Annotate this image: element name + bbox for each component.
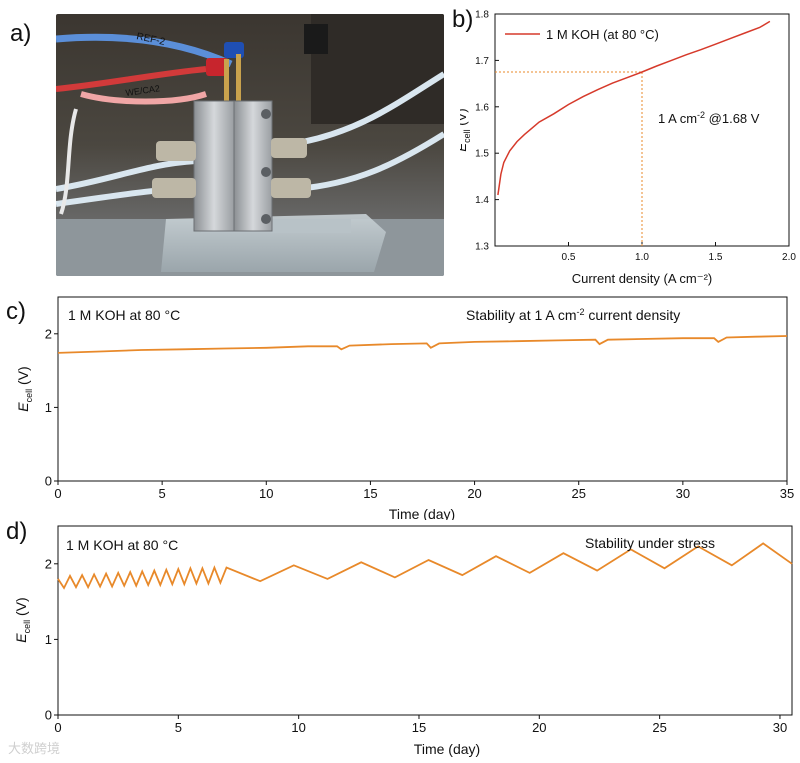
y-tick-label: 1.6 [475,102,489,113]
tube-right-1 [290,71,444,147]
bolt-middle [261,167,271,177]
x-tick-label: 1.5 [709,252,723,263]
y-tick-label: 2 [45,326,52,341]
red-clip [206,58,228,76]
chart-c-ylabel: Ecell (V) [15,366,34,411]
y-tick-label: 0 [45,474,52,489]
x-tick-label: 25 [652,720,666,735]
bolt-top [261,109,271,119]
panel-label-b: b) [452,6,474,33]
panel-label-a: a) [10,20,32,47]
chart-c-xticks: 0 5 10 15 20 25 30 35 [54,481,794,501]
x-tick-label: 10 [259,486,273,501]
y-tick-label: 1.8 [475,10,489,21]
x-tick-label: 0.5 [562,252,576,263]
chart-d-stress: 0 5 10 15 20 25 30 0 1 2 1 M KOH at 80 °C Stabil… [13,525,793,757]
chart-b-polarization: 0.5 1.0 1.5 2.0 1.3 1.4 1.5 1.6 1.7 1.8 1 M KOH … [460,10,796,287]
x-tick-label: 30 [773,720,787,735]
y-tick-label: 1.3 [475,242,489,253]
x-tick-label: 0 [54,486,61,501]
y-tick-label: 1 [45,400,52,415]
chart-b-series-line [497,20,771,196]
chart-c-condition-label: 1 M KOH at 80 °C [68,307,180,323]
chart-b-yticks: 1.3 1.4 1.5 1.6 1.7 1.8 [475,10,499,253]
y-tick-label: 1.5 [475,149,489,160]
y-tick-label: 1.4 [475,195,489,206]
x-tick-label: 15 [363,486,377,501]
x-tick-label: 20 [467,486,481,501]
chart-b-annotation: 1 A cm-2 @1.68 V [658,110,760,126]
fitting-bottom-right [271,178,311,198]
electrolyzer-illustration: REF-2 WE/CA2 [56,14,444,276]
back-square [304,24,328,54]
white-wire [59,108,78,215]
chart-c-xlabel: Time (day) [389,506,455,520]
x-tick-label: 2.0 [782,252,796,263]
pink-wire [80,91,207,105]
x-tick-label: 35 [780,486,794,501]
y-tick-label: 1.7 [475,56,489,67]
x-tick-label: 0 [54,720,61,735]
electrode-pin-right [236,54,241,104]
x-tick-label: 20 [532,720,546,735]
electrolyzer-photo: REF-2 WE/CA2 [56,14,444,276]
bolt-bottom [261,214,271,224]
x-tick-label: 10 [291,720,305,735]
x-tick-label: 25 [571,486,585,501]
fitting-bottom-left [152,178,196,198]
chart-d-xlabel: Time (day) [414,741,480,757]
chart-b-ylabel: Ecell (V) [460,108,472,151]
cable-label-we: WE/CA2 [125,83,161,98]
chart-d-condition-label: 1 M KOH at 80 °C [66,537,178,553]
chart-b-xlabel: Current density (A cm⁻²) [572,271,713,286]
x-tick-label: 1.0 [635,252,649,263]
end-plate-right [233,100,273,232]
panel-label-d: d) [6,518,28,545]
chart-c-series-line [57,335,788,354]
tube-right-2 [295,131,444,192]
y-tick-label: 0 [45,708,52,723]
fitting-top-right [271,138,307,158]
red-wire [56,66,207,92]
x-tick-label: 30 [676,486,690,501]
x-tick-label: 5 [159,486,166,501]
end-plate-left [193,100,235,232]
chart-c-yticks: 0 1 2 [45,326,58,489]
x-tick-label: 5 [175,720,182,735]
chart-c-title: Stability at 1 A cm-2 current density [466,307,680,323]
chart-c-plot-frame [57,296,788,482]
y-tick-label: 2 [45,556,52,571]
y-tick-label: 1 [45,632,52,647]
chart-d-series-line [57,542,793,590]
chart-d-xticks: 0 5 10 15 20 25 30 [54,715,787,735]
panel-label-c: c) [6,298,26,325]
back-panel [311,14,444,124]
chart-d-yticks: 0 1 2 [45,556,58,723]
chart-d-title: Stability under stress [585,535,715,551]
chart-b-reference-lines [495,71,643,246]
chart-b-legend-label: 1 M KOH (at 80 °C) [546,27,659,42]
blue-wire [56,33,233,68]
watermark: 大数跨境 [8,741,61,756]
x-tick-label: 15 [412,720,426,735]
chart-d-ylabel: Ecell (V) [13,597,32,642]
tube-left-1 [56,158,197,192]
chart-d-plot-frame [57,525,793,716]
fitting-top-left [156,141,196,161]
electrode-pin-left [224,59,229,104]
chart-c-stability: 0 5 10 15 20 25 30 35 0 1 2 1 M KOH at 80 °C Stab… [15,296,794,520]
chart-b-xticks: 0.5 1.0 1.5 2.0 [562,242,796,263]
